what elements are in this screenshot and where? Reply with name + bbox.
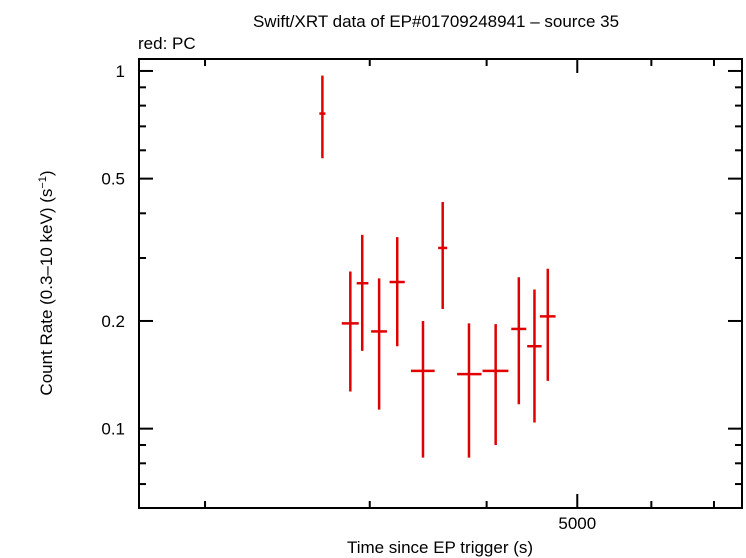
data-point <box>410 320 435 458</box>
data-point <box>457 323 482 458</box>
y-axis-label-main: Count Rate (0.3–10 keV) (s <box>37 189 56 396</box>
data-point <box>482 324 509 446</box>
data-point <box>356 234 369 351</box>
plot-frame <box>138 58 743 509</box>
data-points <box>319 75 556 458</box>
x-axis-ticks: 5000 <box>204 59 715 533</box>
x-axis-label: Time since EP trigger (s) <box>347 538 533 557</box>
data-point <box>438 202 448 310</box>
data-point <box>527 289 542 423</box>
y-tick-label: 0.2 <box>101 312 125 331</box>
y-axis-ticks: 1 0.5 0.2 0.1 <box>101 62 742 486</box>
y-tick-label: 0.5 <box>101 170 125 189</box>
y-tick-label: 1 <box>116 62 125 81</box>
data-point <box>341 271 359 392</box>
y-tick-label: 0.1 <box>101 420 125 439</box>
data-point <box>511 277 527 405</box>
chart-subtitle: red: PC <box>138 34 196 53</box>
y-axis-label-end: ) <box>37 170 56 176</box>
data-point <box>389 237 405 347</box>
data-point <box>539 268 556 381</box>
data-point <box>319 75 326 159</box>
data-point <box>371 278 387 410</box>
x-tick-label: 5000 <box>558 514 596 533</box>
y-axis-label-sup: −1 <box>37 176 49 189</box>
chart-title: Swift/XRT data of EP#01709248941 – sourc… <box>253 12 619 31</box>
y-axis-label: Count Rate (0.3–10 keV) (s−1) <box>37 170 56 395</box>
